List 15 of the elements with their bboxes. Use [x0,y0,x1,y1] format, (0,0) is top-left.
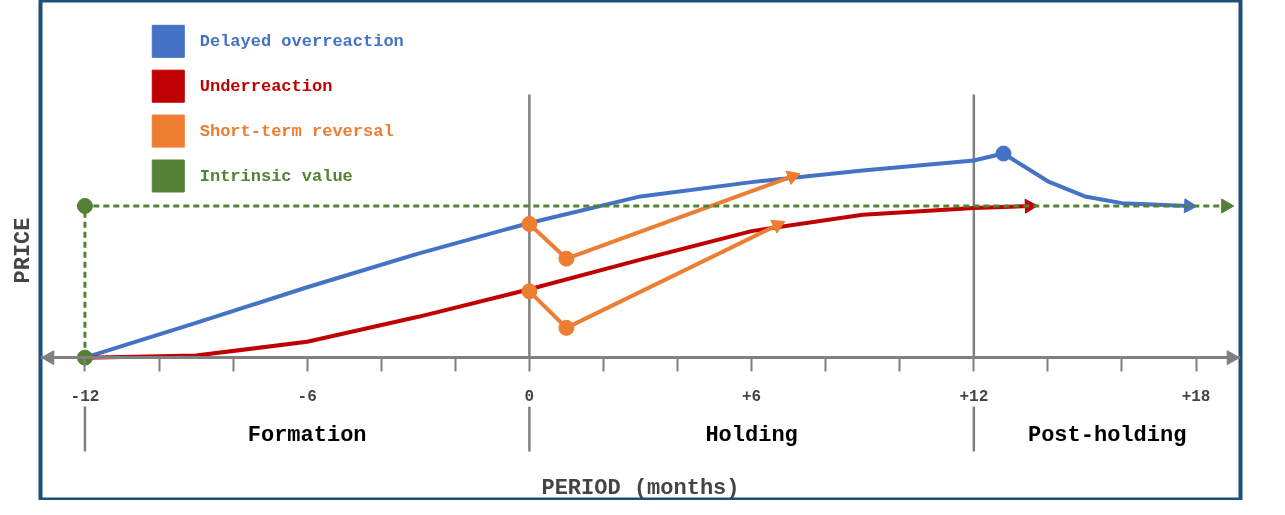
legend-label: Short-term reversal [199,121,394,141]
x-tick-label: +18 [1181,387,1211,406]
text: Post-holding [1027,422,1187,448]
legend-label: Underreaction [199,76,333,96]
x-tick-label: +6 [742,387,762,406]
x-axis-title: PERIOD (months) [541,475,740,501]
x-tick-label: -12 [70,387,100,406]
text: Formation [247,422,367,448]
text: Holding [705,422,798,448]
y-axis-title: PRICE [10,217,36,284]
x-tick-label: -6 [297,387,317,406]
legend-label: Intrinsic value [199,166,353,186]
legend-label: Delayed overreaction [199,31,404,51]
x-tick-label: 0 [524,387,535,406]
x-tick-label: +12 [959,387,989,406]
